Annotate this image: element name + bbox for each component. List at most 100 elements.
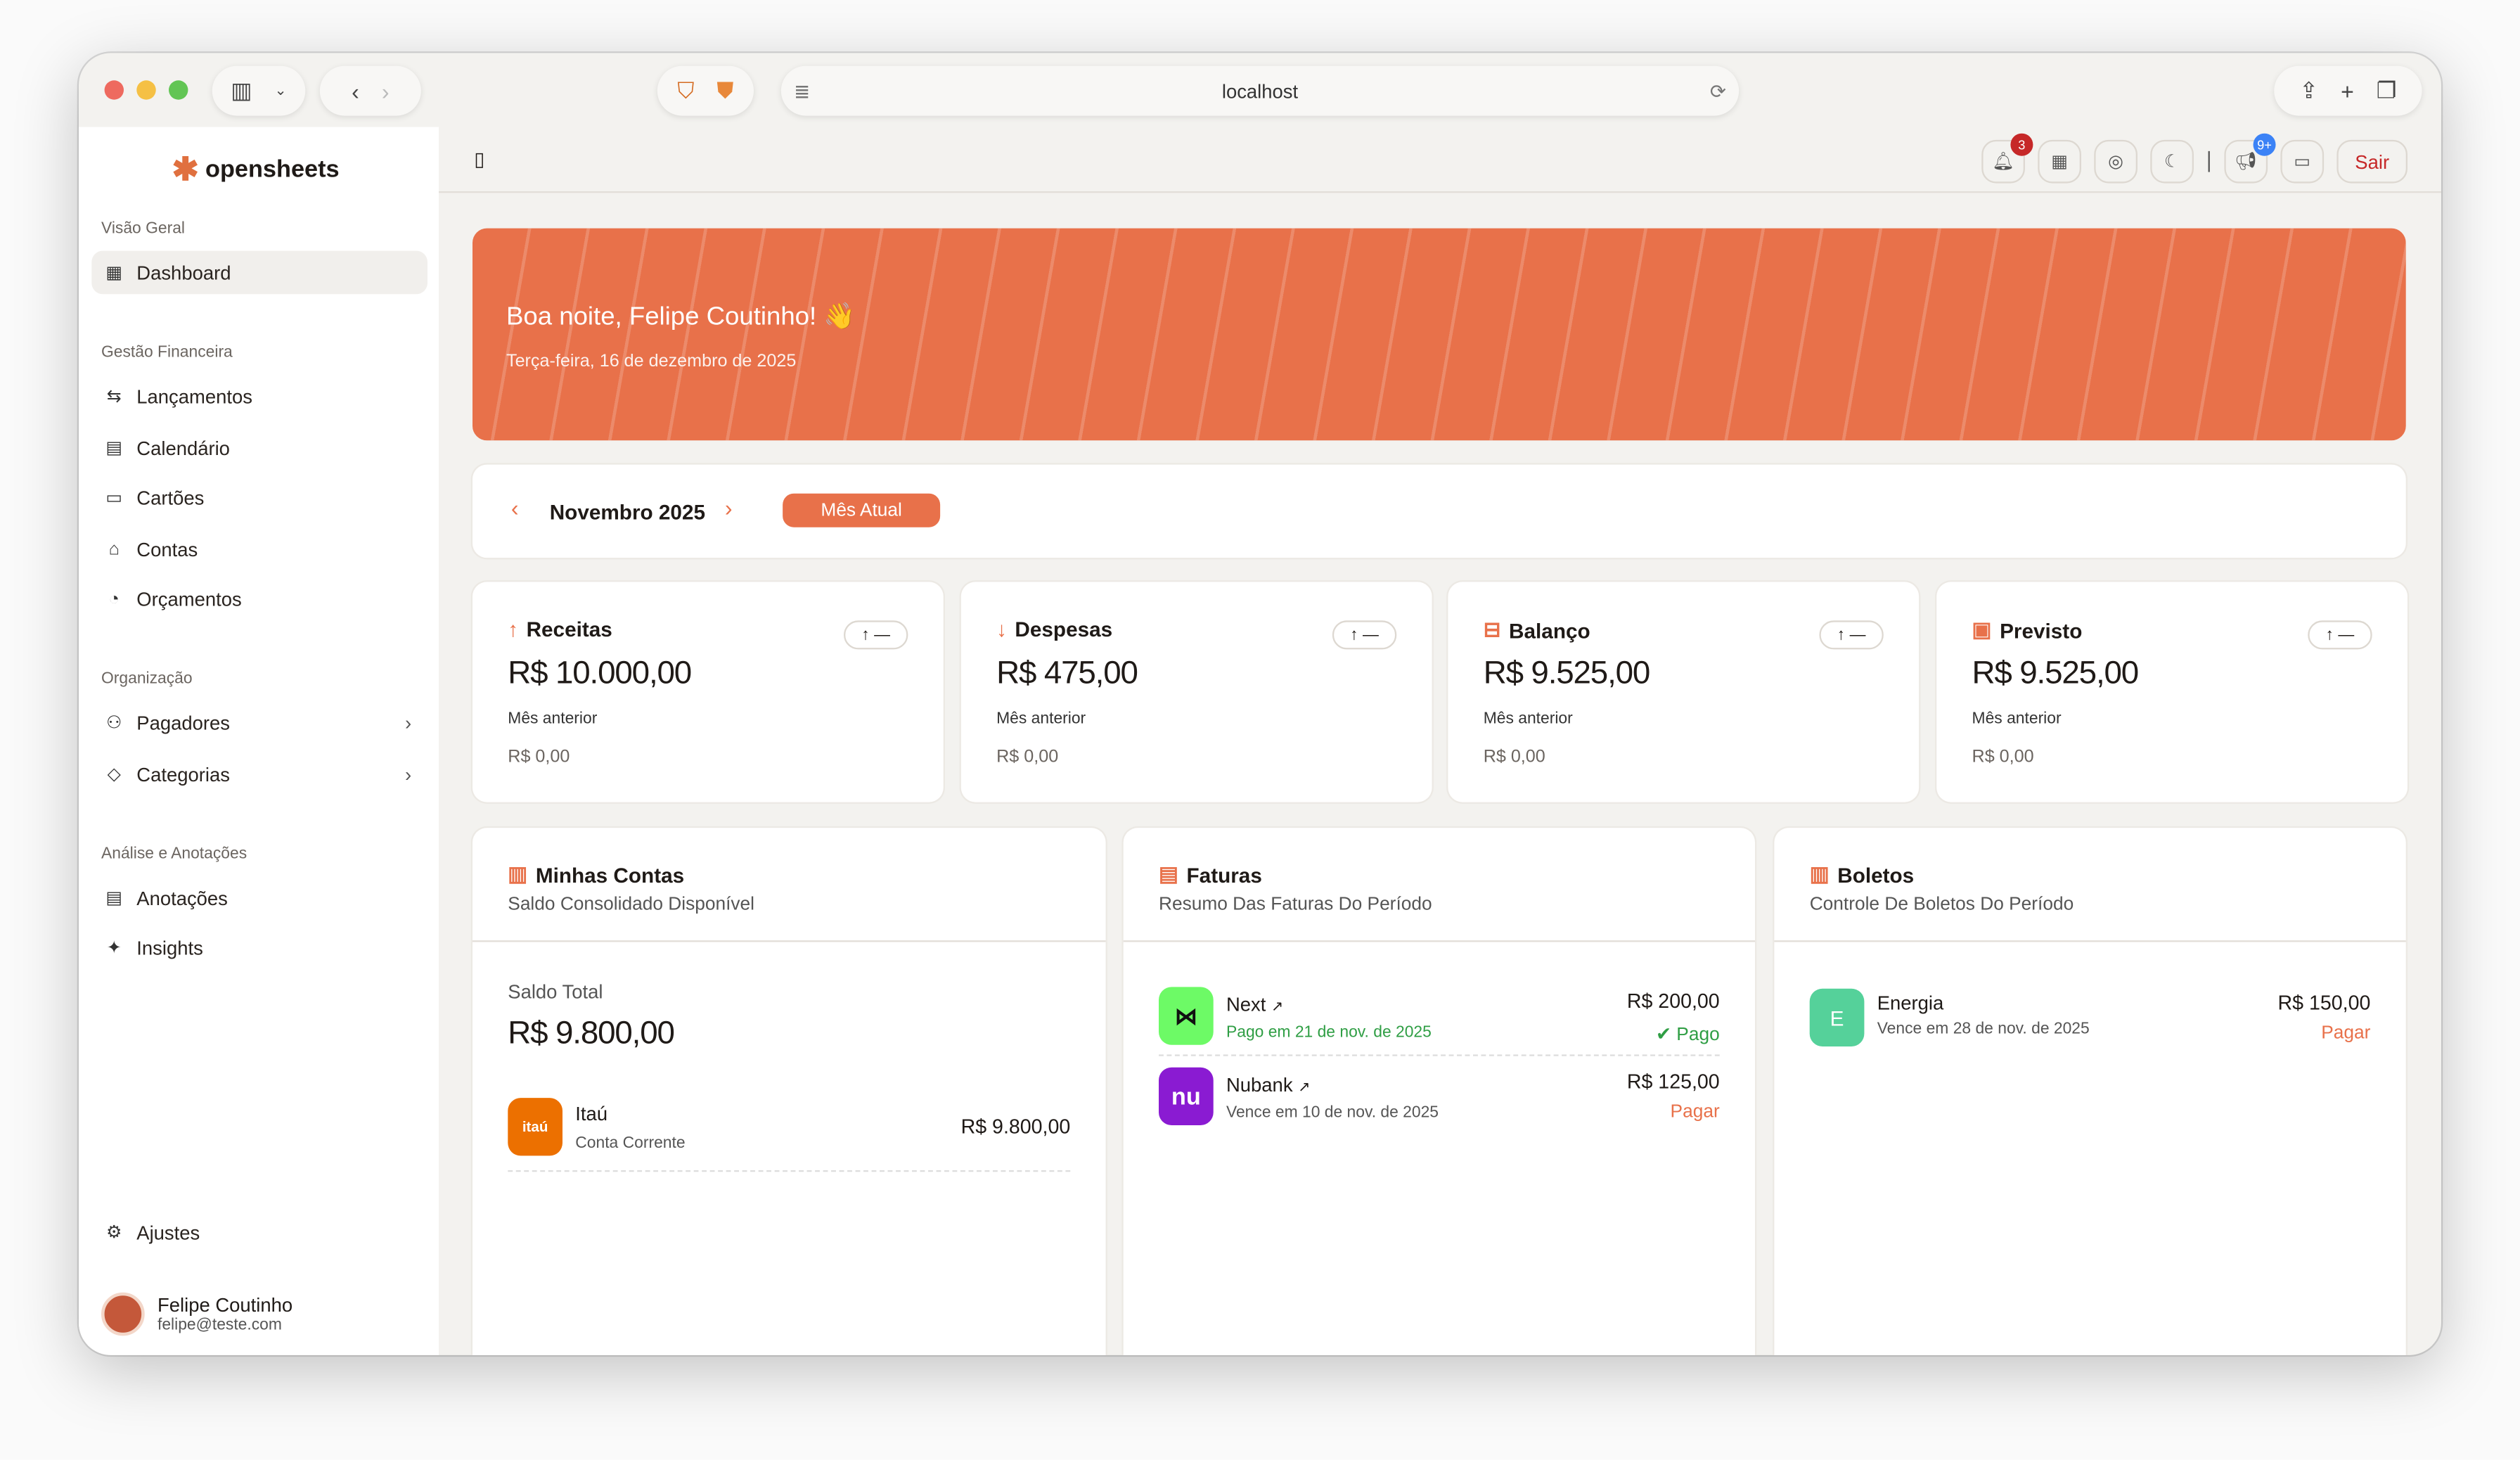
theme-toggle-button[interactable]: ☾: [2150, 139, 2194, 184]
label: Anotações: [136, 886, 228, 909]
translate-reload-icon[interactable]: ⟳: [1709, 79, 1726, 103]
card-title: Boletos: [1837, 862, 1915, 887]
total-label: Saldo Total: [508, 980, 603, 1004]
section-title: Análise e Anotações: [101, 845, 248, 864]
label: Lançamentos: [136, 385, 252, 408]
close-window-button[interactable]: [104, 80, 124, 100]
forward-button[interactable]: ›: [381, 77, 390, 104]
current-month-button[interactable]: Mês Atual: [783, 493, 941, 527]
grid-icon: ▦: [105, 263, 123, 283]
sidebar-item-lancamentos[interactable]: ⇆ Lançamentos: [91, 375, 428, 418]
share-icon[interactable]: ⇪: [2299, 77, 2319, 103]
divider: [2208, 151, 2210, 172]
external-link-icon[interactable]: ↗: [1298, 1078, 1311, 1095]
prev-value: R$ 0,00: [996, 747, 1059, 767]
bill-avatar: E: [1809, 988, 1865, 1046]
prev-label: Mês anterior: [1972, 710, 2062, 729]
tag-icon: ◇: [107, 764, 121, 785]
bank-icon: ⌂: [108, 539, 120, 559]
users-icon: ⚇: [105, 713, 122, 734]
sidebar-item-categorias[interactable]: ◇ Categorias ›: [91, 753, 428, 796]
check-circle-icon: ✔: [1655, 1025, 1671, 1045]
pay-button[interactable]: Pagar: [1670, 1102, 1720, 1122]
label: Insights: [136, 936, 203, 959]
next-month-button[interactable]: ›: [724, 494, 733, 521]
card-subtitle: Controle De Boletos Do Período: [1809, 895, 2074, 915]
bill-value: R$ 150,00: [2277, 992, 2371, 1015]
back-button[interactable]: ‹: [352, 77, 359, 104]
label: Ajustes: [136, 1220, 200, 1243]
invoice-row[interactable]: ⋈ Next ↗ Pago em 21 de nov. de 2025 R$ 2…: [1158, 987, 1720, 1056]
invoice-value: R$ 200,00: [1626, 990, 1720, 1013]
prev-value: R$ 0,00: [508, 747, 570, 767]
receipt-icon: ▣: [1972, 617, 1992, 641]
accounts-card: ▥ Minhas Contas Saldo Consolidado Disponí…: [472, 828, 1106, 1355]
stat-value: R$ 10.000,00: [508, 655, 692, 691]
sidebar-item-cartoes[interactable]: ▭ Cartões: [91, 476, 428, 520]
sidebar-item-pagadores[interactable]: ⚇ Pagadores ›: [91, 701, 428, 745]
tabs-overview-icon[interactable]: ❐: [2376, 77, 2397, 103]
new-tab-icon[interactable]: +: [2341, 77, 2354, 104]
stat-card-balanco: ⊟ Balanço ↑ — R$ 9.525,00 Mês anterior R$…: [1448, 582, 1920, 802]
trend-badge: ↑ —: [843, 620, 908, 650]
stat-value: R$ 9.525,00: [1972, 655, 2140, 691]
address-bar[interactable]: ≣ localhost ⟳: [780, 65, 1740, 116]
welcome-banner: Boa noite, Felipe Coutinho! 👋 Terça-feir…: [472, 228, 2406, 441]
nubank-logo: nu: [1158, 1067, 1214, 1125]
privacy-toggle-button[interactable]: ◎: [2094, 139, 2138, 184]
invoice-name: Nubank ↗: [1226, 1073, 1311, 1096]
sidebar-item-dashboard[interactable]: ▦ Dashboard: [91, 250, 428, 295]
greeting: Boa noite, Felipe Coutinho! 👋: [506, 303, 856, 331]
stat-title: Previsto: [2000, 617, 2083, 643]
feedback-button[interactable]: ▭: [2280, 139, 2325, 184]
user-name: Felipe Coutinho: [157, 1293, 293, 1317]
invoices-card: ▤ Faturas Resumo Das Faturas Do Período ⋈…: [1123, 828, 1755, 1355]
sidebar-item-ajustes[interactable]: ⚙ Ajustes: [91, 1210, 428, 1254]
reader-icon: ≣: [794, 79, 811, 103]
calculator-button[interactable]: ▦: [2038, 139, 2081, 184]
message-icon: ▭: [2294, 153, 2311, 172]
sidebar-item-insights[interactable]: ✦ Insights: [91, 926, 428, 970]
invoice-name: Next ↗: [1226, 993, 1284, 1016]
section-title: Gestão Financeira: [101, 344, 233, 362]
user-profile[interactable]: Felipe Coutinho felipe@teste.com: [101, 1292, 293, 1336]
sidebar-icon: ▥: [231, 77, 252, 103]
announcements-button[interactable]: 📢︎ 9+: [2224, 133, 2276, 184]
prev-value: R$ 0,00: [1972, 747, 2034, 767]
prev-value: R$ 0,00: [1483, 747, 1545, 767]
logout-button[interactable]: Sair: [2336, 139, 2408, 184]
account-row[interactable]: itaú Itaú Conta Corrente R$ 9.800,00: [508, 1098, 1071, 1172]
trend-badge: ↑ —: [1819, 620, 1884, 650]
bill-row[interactable]: E Energia Vence em 28 de nov. de 2025 R$…: [1809, 988, 2371, 1063]
period-label: Novembro 2025: [549, 499, 706, 525]
sidebar-item-contas[interactable]: ⌂ Contas: [91, 527, 428, 571]
notifications-button[interactable]: 🔔︎ 3: [1981, 133, 2033, 184]
divider: [472, 940, 1106, 942]
sidebar-item-calendario[interactable]: ▤ Calendário: [91, 426, 428, 470]
status-badge: ✔ Pago: [1655, 1025, 1720, 1045]
sidebar-toggle-button[interactable]: ▥ ⌄: [212, 65, 306, 116]
bill-name: Energia: [1877, 992, 1944, 1015]
zoom-window-button[interactable]: [168, 80, 188, 100]
pay-button[interactable]: Pagar: [2321, 1023, 2371, 1044]
card-subtitle: Resumo Das Faturas Do Período: [1158, 895, 1432, 915]
sidebar: ✱ opensheets Visão Geral ▦ Dashboard Gestã…: [78, 127, 439, 1355]
prev-month-button[interactable]: ‹: [510, 494, 519, 521]
app-logo[interactable]: ✱ opensheets: [172, 150, 340, 190]
arrow-down-icon: ↓: [996, 617, 1007, 641]
minimize-window-button[interactable]: [136, 80, 156, 100]
sidebar-item-orcamentos[interactable]: ◔ Orçamentos: [91, 577, 428, 621]
panel-toggle-icon[interactable]: ▯: [474, 148, 485, 171]
invoice-detail: Pago em 21 de nov. de 2025: [1226, 1023, 1432, 1042]
bell-icon: 🔔︎: [1992, 153, 2015, 172]
bitwarden-icon[interactable]: ⛉: [677, 77, 695, 103]
invoice-icon: ▤: [1158, 862, 1179, 886]
bills-card: ▥ Boletos Controle De Boletos Do Período …: [1774, 828, 2406, 1355]
sidebar-item-anotacoes[interactable]: ▤ Anotações: [91, 876, 428, 920]
section-title: Organização: [101, 670, 193, 689]
current-date: Terça-feira, 16 de dezembro de 2025: [506, 352, 797, 371]
external-link-icon[interactable]: ↗: [1271, 998, 1284, 1015]
shield-icon[interactable]: ⛊: [716, 77, 734, 103]
url-text: localhost: [1221, 79, 1299, 103]
invoice-row[interactable]: nu Nubank ↗ Vence em 10 de nov. de 2025 …: [1158, 1067, 1720, 1141]
